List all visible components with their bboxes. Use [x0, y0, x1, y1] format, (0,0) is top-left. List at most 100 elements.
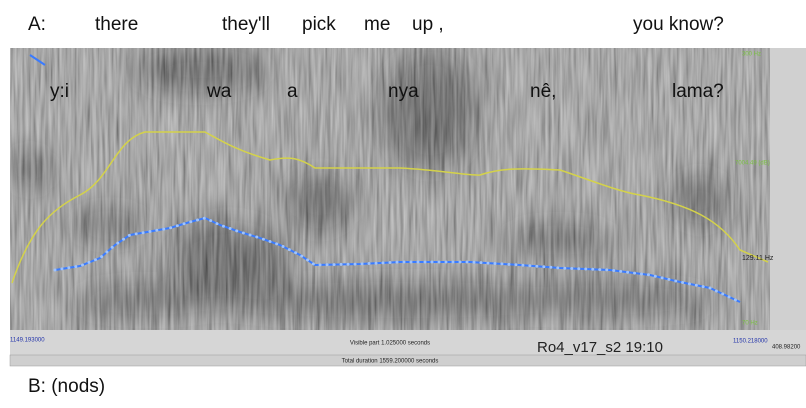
pitch-point — [87, 260, 91, 264]
pitch-point — [105, 250, 109, 254]
pitch-point — [141, 231, 145, 235]
pitch-point — [367, 262, 371, 266]
pitch-point — [646, 273, 650, 277]
pitch-point — [202, 216, 206, 220]
pitch-point — [268, 240, 272, 244]
pitch-point — [667, 277, 671, 281]
pitch-point — [430, 260, 434, 264]
word: they'll — [222, 14, 270, 35]
pitch-point — [122, 237, 126, 241]
gloss-word: nya — [388, 81, 419, 102]
gloss-word: wa — [206, 81, 232, 102]
pitch-point — [612, 268, 616, 272]
pitch-point — [660, 276, 664, 280]
pitch-point — [458, 260, 462, 264]
pitch-point — [332, 263, 336, 267]
speaker-b: B: (nods) — [28, 376, 105, 397]
pitch-point — [60, 267, 64, 271]
pitch-point — [733, 298, 737, 302]
pitch-point — [423, 260, 427, 264]
pitch-point — [479, 261, 483, 265]
pitch-point — [507, 262, 511, 266]
pitch-point — [241, 231, 245, 235]
pitch-point — [416, 260, 420, 264]
pitch-point — [381, 261, 385, 265]
pitch-point — [110, 245, 114, 249]
speaker: A: — [28, 14, 46, 35]
pitch-point — [528, 264, 532, 268]
pitch-point — [318, 263, 322, 267]
freq-label: 300 Hz — [742, 52, 761, 58]
pitch-point — [584, 267, 588, 271]
pitch-point — [465, 260, 469, 264]
pitch-point — [228, 227, 232, 231]
pitch-point — [535, 264, 539, 268]
pitch-point — [721, 292, 725, 296]
gloss-word: a — [287, 81, 298, 102]
pitch-point — [500, 262, 504, 266]
pitch-point — [162, 227, 166, 231]
pitch-point — [374, 261, 378, 265]
pitch-point — [687, 282, 691, 286]
pitch-point — [640, 272, 644, 276]
pitch-point — [339, 262, 343, 266]
pitch-point — [402, 260, 406, 264]
visible-part: Visible part 1.025000 seconds — [350, 341, 430, 347]
pitch-point — [591, 267, 595, 271]
pitch-point — [701, 285, 705, 289]
pitch-point — [708, 286, 712, 290]
pitch-point — [325, 263, 329, 267]
side-panel — [770, 48, 806, 330]
pitch-point — [255, 235, 259, 239]
pitch-point — [300, 254, 304, 258]
corner-value: 408.98200 — [772, 345, 801, 351]
pitch-point — [570, 266, 574, 270]
word: me — [364, 14, 390, 35]
pitch-point — [451, 260, 455, 264]
pitch-point — [80, 263, 84, 267]
gloss-word: y:i — [50, 81, 69, 102]
pitch-point — [437, 260, 441, 264]
pitch-point — [93, 258, 97, 262]
end-time: 1150.218000 — [733, 339, 768, 345]
pitch-point — [605, 268, 609, 272]
pitch-point — [619, 269, 623, 273]
pitch-point — [275, 242, 279, 246]
pitch-point — [444, 260, 448, 264]
pitch-point — [248, 233, 252, 237]
pitch-point — [521, 263, 525, 267]
word: you know? — [633, 14, 724, 35]
info-bar — [10, 330, 806, 355]
pitch-point — [127, 233, 131, 237]
pitch-point — [287, 248, 291, 252]
pitch-point — [395, 260, 399, 264]
pitch-point — [67, 266, 71, 270]
pitch-point — [493, 261, 497, 265]
pitch-point — [626, 270, 630, 274]
pitch-point — [209, 219, 213, 223]
pitch-point — [633, 271, 637, 275]
pitch-point — [346, 262, 350, 266]
pitch-point — [577, 267, 581, 271]
file-name: Ro4_v17_s2 19:10 — [537, 339, 663, 356]
pitch-point — [674, 279, 678, 283]
pitch-point — [74, 265, 78, 269]
pitch-point — [714, 289, 718, 293]
pitch-point — [155, 228, 159, 232]
pitch-point — [681, 281, 685, 285]
pitch-point — [306, 258, 310, 262]
pitch-point — [116, 241, 120, 245]
pitch-point — [694, 283, 698, 287]
pitch-point — [727, 295, 731, 299]
pitch-point — [294, 251, 298, 255]
freq-label: 129.11 Hz — [742, 255, 774, 262]
word: pick — [302, 14, 336, 35]
pitch-point — [134, 232, 138, 236]
pitch-point — [100, 255, 104, 259]
pitch-point — [514, 263, 518, 267]
pitch-point — [196, 218, 200, 222]
spectrogram — [10, 48, 770, 330]
pitch-point — [542, 265, 546, 269]
gloss-word: lama? — [672, 81, 724, 102]
pitch-point — [221, 224, 225, 228]
